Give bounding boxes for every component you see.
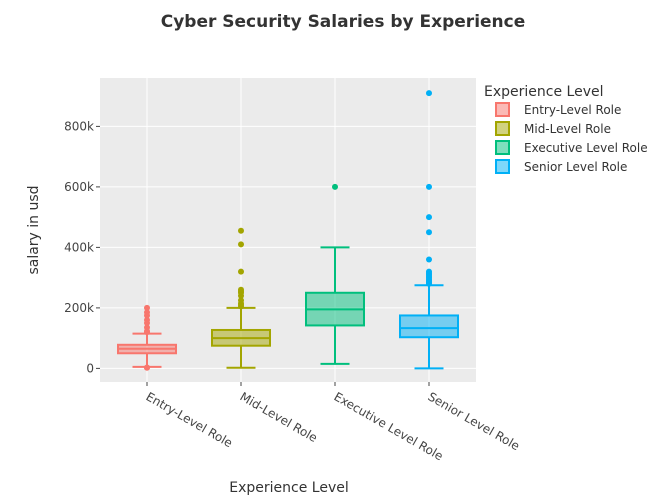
outlier-point [238, 297, 244, 304]
outlier-point [426, 214, 432, 221]
legend-label: Executive Level Role [524, 141, 648, 155]
y-axis-ticks: 0 200k 400k 600k 800k [64, 119, 100, 375]
legend-swatch [495, 159, 510, 174]
outlier-point [144, 364, 150, 371]
box-plots [117, 90, 459, 371]
outlier-point [238, 286, 244, 293]
chart-title: Cyber Security Salaries by Experience [161, 12, 526, 32]
x-tick-label: Senior Level Role [426, 389, 523, 453]
outlier-point [238, 241, 244, 248]
x-axis-label: Experience Level [229, 480, 348, 496]
legend-swatch [495, 102, 510, 117]
legend-item[interactable]: Senior Level Role [495, 159, 627, 174]
legend[interactable]: Experience Level Entry-Level Role Mid-Lev… [484, 84, 648, 174]
outlier-point [238, 268, 244, 275]
x-axis-ticks: Entry-Level Role Mid-Level Role Executive … [144, 382, 523, 463]
box-group [399, 90, 459, 370]
y-tick-label: 600k [64, 180, 94, 194]
y-tick-label: 800k [64, 119, 94, 133]
legend-title: Experience Level [484, 84, 603, 100]
x-tick-label: Entry-Level Role [144, 389, 235, 450]
y-tick-label: 0 [86, 361, 94, 375]
outlier-point [238, 227, 244, 234]
legend-item[interactable]: Executive Level Role [495, 140, 648, 155]
y-tick-label: 400k [64, 240, 94, 254]
outlier-point [426, 90, 432, 97]
y-tick-label: 200k [64, 301, 94, 315]
outlier-point [144, 316, 150, 323]
outlier-point [426, 229, 432, 236]
outlier-point [144, 324, 150, 331]
box-group [117, 304, 177, 371]
box-group [305, 183, 365, 365]
outlier-point [332, 183, 338, 190]
legend-swatch [495, 121, 510, 136]
outlier-point [144, 309, 150, 316]
x-tick-label: Mid-Level Role [238, 389, 320, 445]
outlier-point [426, 268, 432, 275]
outlier-point [144, 304, 150, 311]
legend-swatch [495, 140, 510, 155]
y-axis-label: salary in usd [26, 185, 42, 274]
outlier-point [426, 183, 432, 190]
legend-item[interactable]: Entry-Level Role [495, 102, 621, 117]
legend-item[interactable]: Mid-Level Role [495, 121, 611, 136]
outlier-point [426, 256, 432, 263]
legend-label: Mid-Level Role [524, 122, 611, 136]
box-group [211, 227, 271, 369]
box-iqr [399, 314, 459, 339]
legend-label: Senior Level Role [524, 160, 627, 174]
legend-label: Entry-Level Role [524, 103, 621, 117]
